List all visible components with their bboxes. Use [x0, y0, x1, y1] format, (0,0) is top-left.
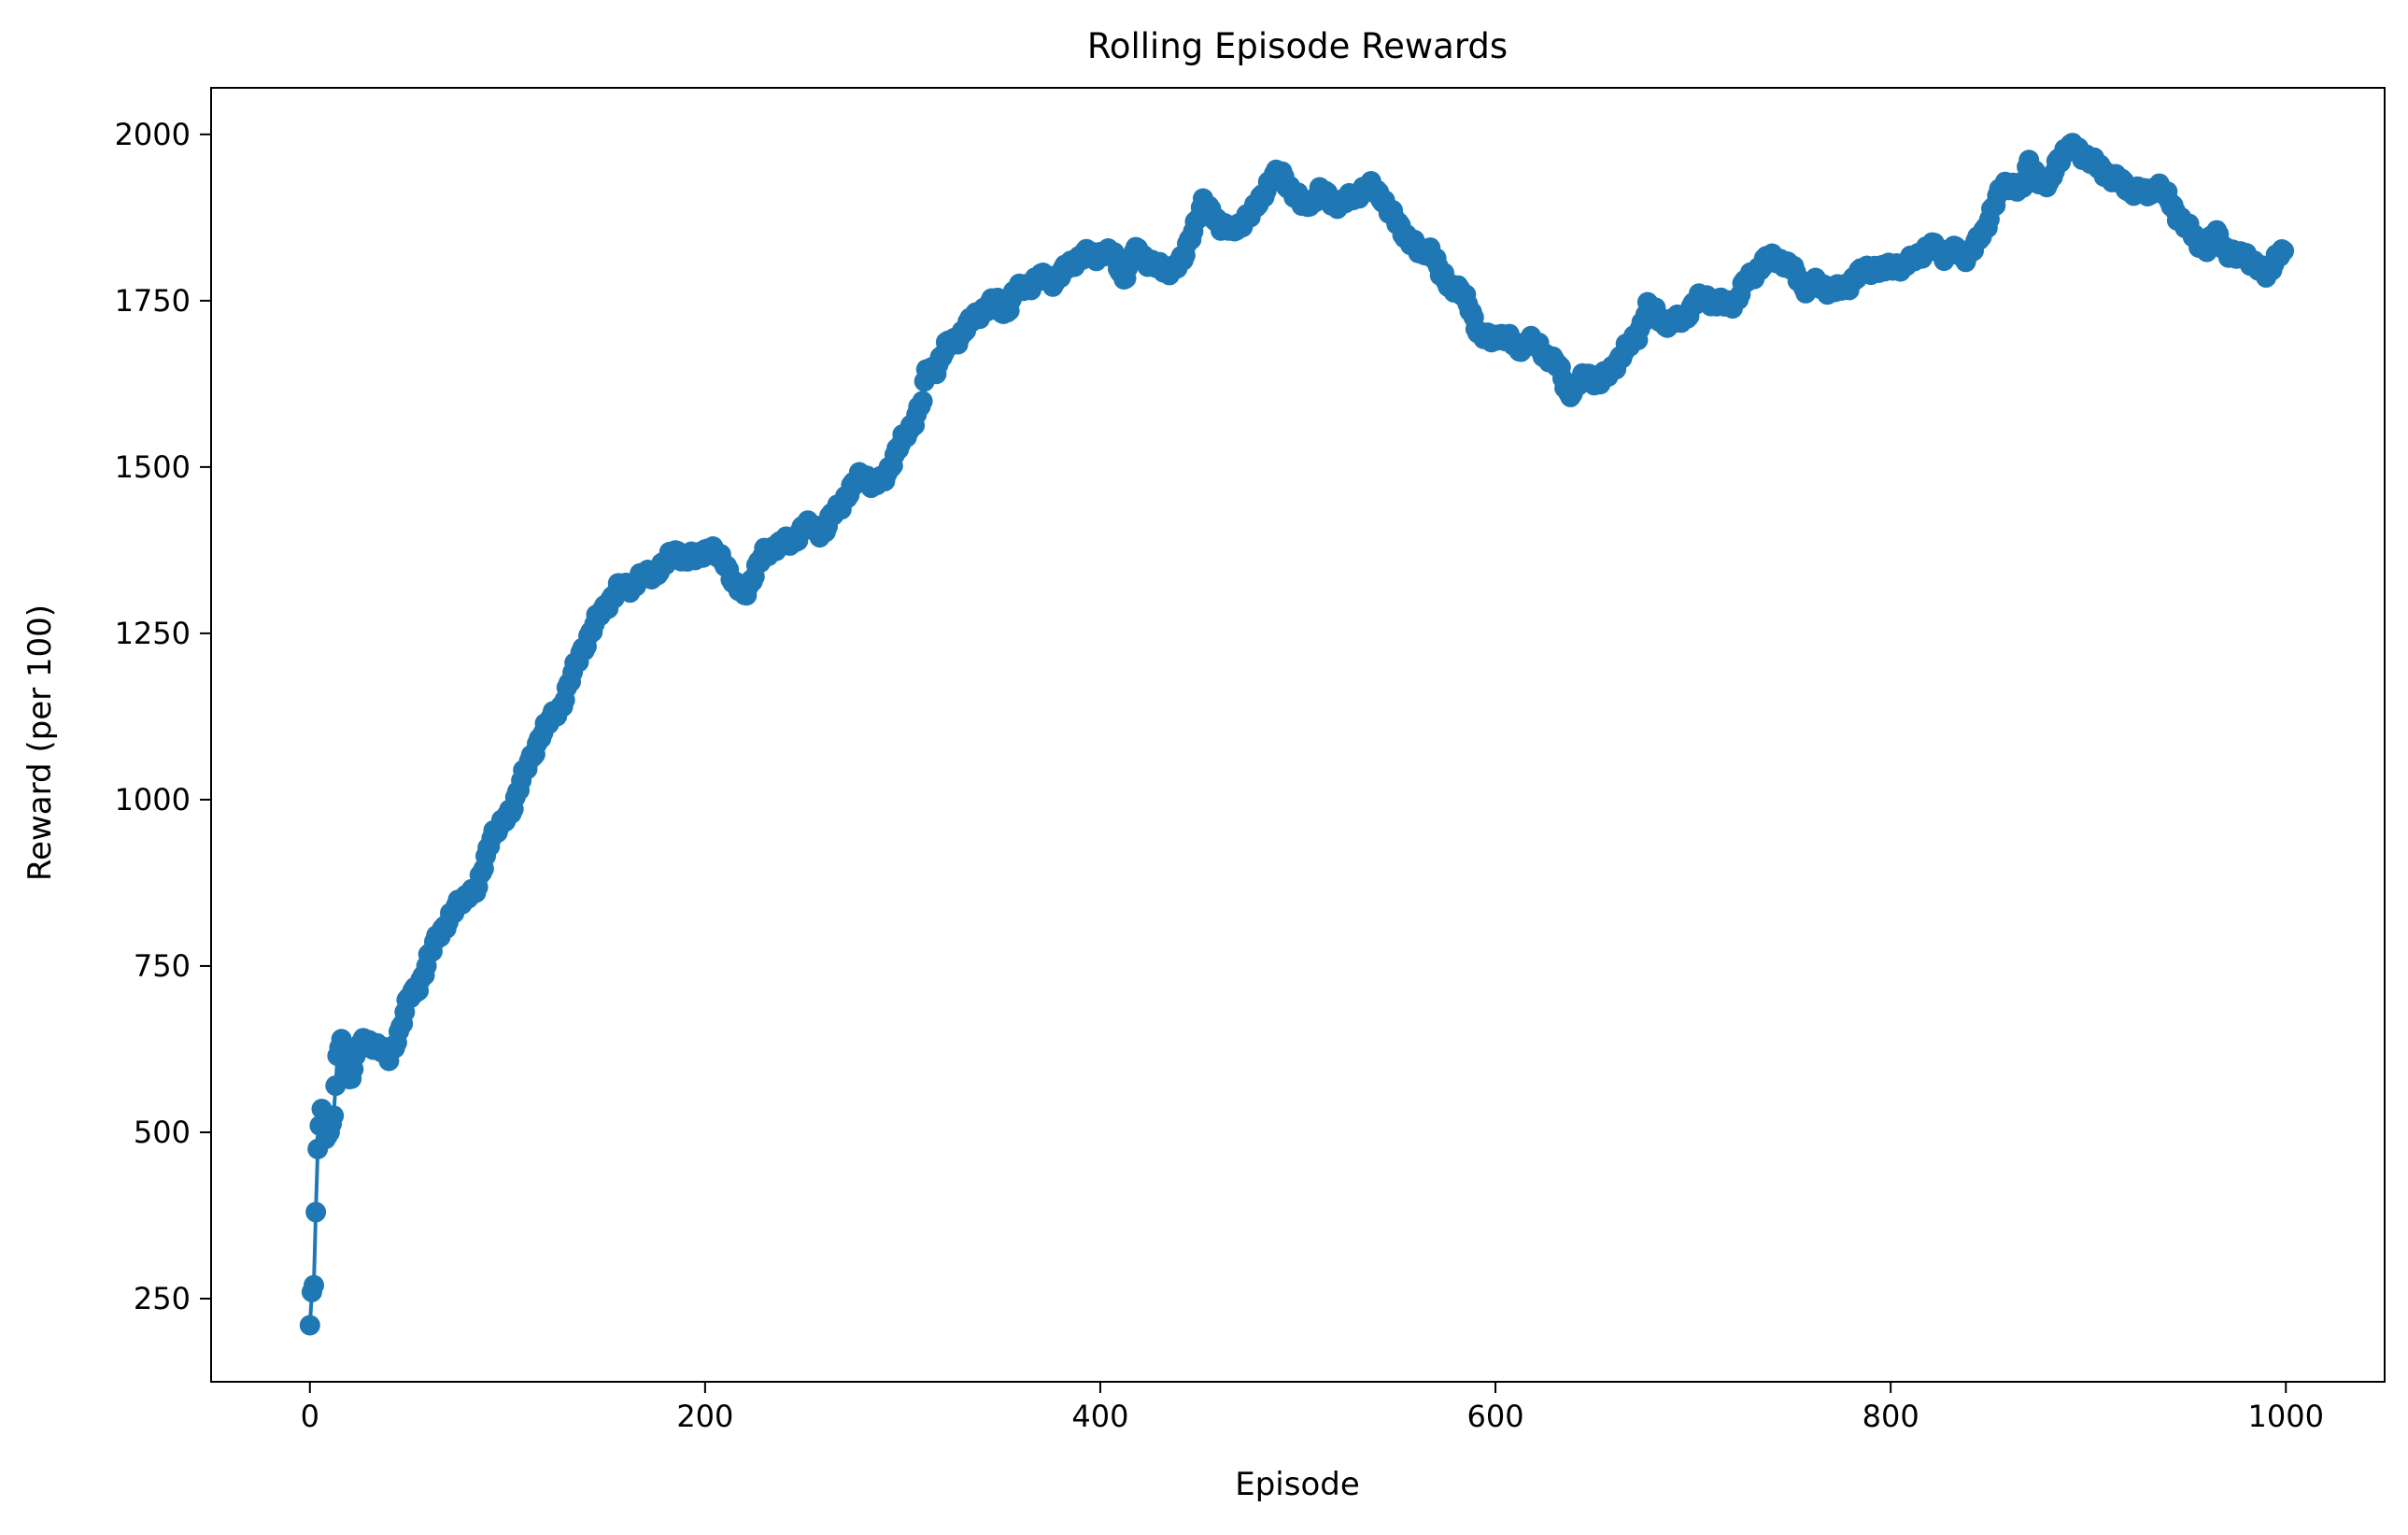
x-tick-label: 600	[1467, 1399, 1524, 1434]
x-tick-label: 800	[1863, 1399, 1919, 1434]
data-point	[304, 1274, 324, 1296]
data-point	[912, 391, 933, 412]
y-tick-label: 1750	[115, 283, 191, 319]
x-tick-label: 1000	[2248, 1399, 2324, 1434]
y-tick-label: 1250	[115, 616, 191, 651]
x-tick-label: 400	[1071, 1399, 1128, 1434]
y-tick-label: 250	[134, 1281, 191, 1316]
y-tick-label: 1000	[115, 782, 191, 817]
data-point	[299, 1315, 320, 1336]
plot-area	[299, 133, 2295, 1336]
y-axis-label: Reward (per 100)	[21, 604, 59, 881]
axis-ticks: 0 200 400 600 800 1000 250 500 750 1000 1250 1500 17…	[115, 117, 2324, 1434]
x-tick-label: 0	[301, 1399, 319, 1434]
data-point	[2273, 240, 2295, 262]
x-axis-label: Episode	[1235, 1466, 1360, 1503]
y-tick-label: 2000	[115, 117, 191, 152]
x-tick-label: 200	[676, 1399, 733, 1434]
axes-frame	[210, 87, 2386, 1383]
data-point	[323, 1105, 345, 1127]
chart-title: Rolling Episode Rewards	[1087, 26, 1508, 66]
y-tick-label: 1500	[115, 449, 191, 485]
data-point	[305, 1201, 327, 1223]
y-tick-label: 750	[134, 948, 191, 984]
y-tick-label: 500	[134, 1115, 191, 1150]
